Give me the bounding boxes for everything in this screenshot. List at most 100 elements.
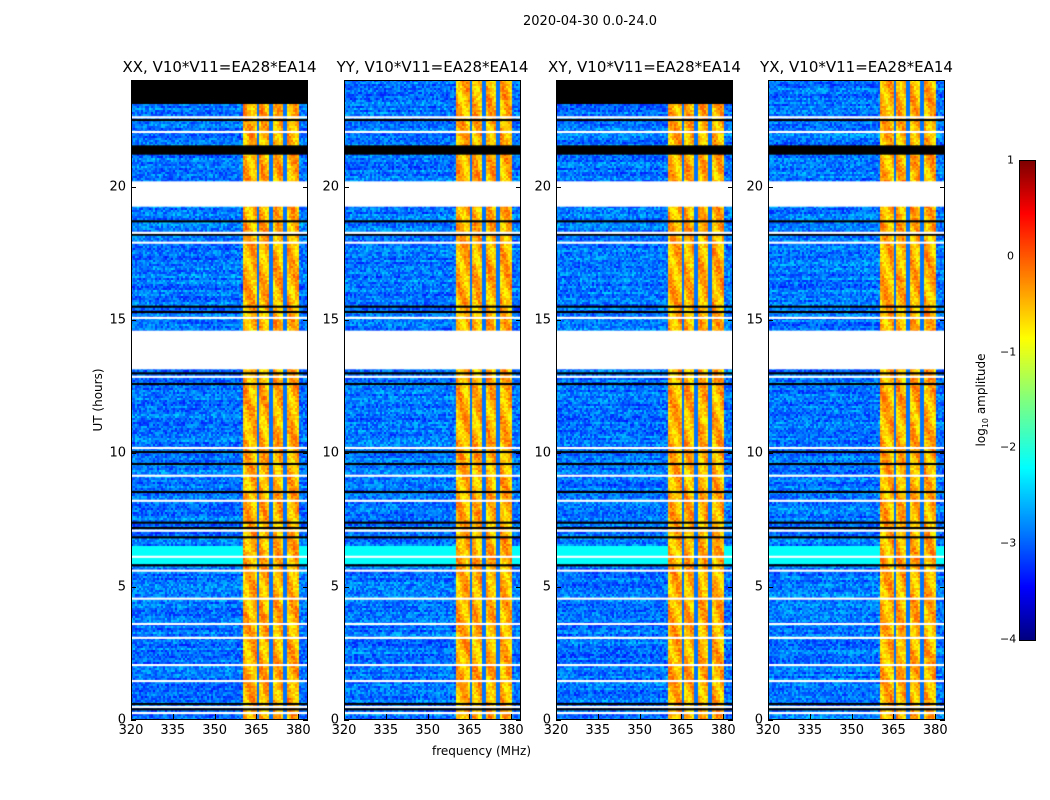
x-tick-label: 320 (755, 723, 781, 738)
y-tick-mark (768, 720, 773, 721)
panel-title: XX, V10*V11=EA28*EA14 (122, 58, 317, 76)
x-tick-label: 365 (244, 723, 269, 738)
x-tick-label: 320 (331, 723, 357, 738)
y-tick-mark (131, 453, 136, 455)
x-tick-mark (893, 714, 895, 719)
x-tick-mark (256, 714, 258, 719)
spectrogram-panel-0: XX, V10*V11=EA28*EA14 320 335 350 365 380 0 5 10… (109, 58, 316, 738)
y-tick-mark (940, 186, 945, 188)
colorbar-tick-label: −4 (1000, 632, 1017, 646)
y-tick-mark (728, 586, 733, 588)
x-tick-label: 380 (922, 723, 948, 738)
y-tick-mark (344, 186, 349, 188)
x-tick-label: 350 (202, 723, 228, 738)
y-tick-mark (728, 186, 733, 188)
panel-title: YX, V10*V11=EA28*EA14 (760, 58, 953, 76)
y-tick-mark (768, 453, 773, 455)
x-tick-mark (172, 714, 174, 719)
y-tick-mark (940, 320, 945, 321)
y-tick-label: 5 (542, 579, 551, 595)
x-tick-label: 335 (585, 723, 611, 738)
y-tick-label: 20 (109, 179, 126, 195)
y-tick-label: 15 (322, 312, 339, 328)
colorbar (1019, 160, 1036, 641)
x-tick-label: 320 (543, 723, 569, 738)
y-tick-mark (131, 320, 136, 321)
x-tick-mark (131, 714, 132, 719)
y-tick-mark (303, 186, 308, 188)
y-tick-mark (303, 453, 308, 455)
y-tick-mark (556, 720, 561, 721)
y-tick-label: 15 (109, 312, 126, 328)
y-tick-mark (516, 720, 521, 721)
y-tick-mark (728, 453, 733, 455)
panel-title: XY, V10*V11=EA28*EA14 (548, 58, 741, 76)
y-tick-label: 0 (754, 712, 763, 728)
y-tick-mark (940, 586, 945, 588)
x-tick-mark (469, 714, 471, 719)
y-tick-mark (303, 586, 308, 588)
x-tick-label: 380 (285, 723, 311, 738)
y-tick-label: 15 (534, 312, 551, 328)
y-tick-mark (516, 320, 521, 321)
x-tick-mark (768, 714, 769, 719)
colorbar-tick-label: −2 (1000, 440, 1017, 454)
x-tick-mark (851, 714, 853, 719)
x-tick-label: 365 (457, 723, 482, 738)
x-tick-label: 350 (839, 723, 865, 738)
spectrogram-panel-3: YX, V10*V11=EA28*EA14 320 335 350 365 380 0 5 10… (746, 58, 952, 738)
figure-title: 2020-04-30 0.0-24.0 (523, 14, 657, 29)
colorbar-tick-label: −1 (1000, 345, 1017, 359)
x-tick-label: 365 (669, 723, 694, 738)
y-tick-mark (728, 320, 733, 321)
colorbar-label: log10 amplitude (973, 353, 991, 447)
x-tick-mark (427, 714, 429, 719)
x-tick-mark (385, 714, 387, 719)
colorbar-tick-label: 0 (1007, 249, 1014, 263)
x-tick-mark (597, 714, 599, 719)
y-tick-mark (344, 586, 349, 588)
x-tick-label: 380 (498, 723, 524, 738)
y-tick-mark (556, 586, 561, 588)
y-tick-label: 0 (542, 712, 551, 728)
y-tick-mark (728, 720, 733, 721)
y-tick-label: 10 (746, 445, 763, 461)
y-tick-mark (516, 453, 521, 455)
x-tick-label: 350 (415, 723, 441, 738)
heatmap-image (768, 80, 945, 720)
colorbar-tick-label: −3 (1000, 536, 1017, 550)
y-tick-label: 10 (109, 445, 126, 461)
y-tick-label: 5 (330, 579, 339, 595)
y-tick-mark (768, 186, 773, 188)
y-tick-label: 0 (117, 712, 126, 728)
heatmap-image (344, 80, 521, 720)
x-tick-mark (214, 714, 216, 719)
heatmap-image (131, 80, 308, 720)
x-tick-label: 335 (373, 723, 399, 738)
y-tick-mark (131, 720, 136, 721)
y-tick-mark (303, 720, 308, 721)
y-tick-mark (516, 186, 521, 188)
x-axis-label: frequency (MHz) (432, 744, 532, 758)
y-axis-label: UT (hours) (91, 368, 105, 432)
x-tick-label: 380 (710, 723, 736, 738)
y-tick-mark (940, 453, 945, 455)
x-tick-mark (344, 714, 345, 719)
x-tick-mark (935, 714, 937, 719)
y-tick-mark (940, 720, 945, 721)
y-tick-label: 10 (534, 445, 551, 461)
x-tick-mark (681, 714, 683, 719)
y-tick-mark (303, 320, 308, 321)
panel-title: YY, V10*V11=EA28*EA14 (336, 58, 529, 76)
x-tick-mark (511, 714, 513, 719)
heatmap-image (556, 80, 733, 720)
x-tick-mark (723, 714, 725, 719)
y-tick-mark (344, 720, 349, 721)
y-tick-mark (556, 453, 561, 455)
x-tick-label: 320 (118, 723, 144, 738)
x-tick-label: 335 (797, 723, 823, 738)
x-tick-mark (298, 714, 300, 719)
y-tick-label: 15 (746, 312, 763, 328)
y-tick-mark (344, 453, 349, 455)
x-tick-label: 350 (627, 723, 653, 738)
